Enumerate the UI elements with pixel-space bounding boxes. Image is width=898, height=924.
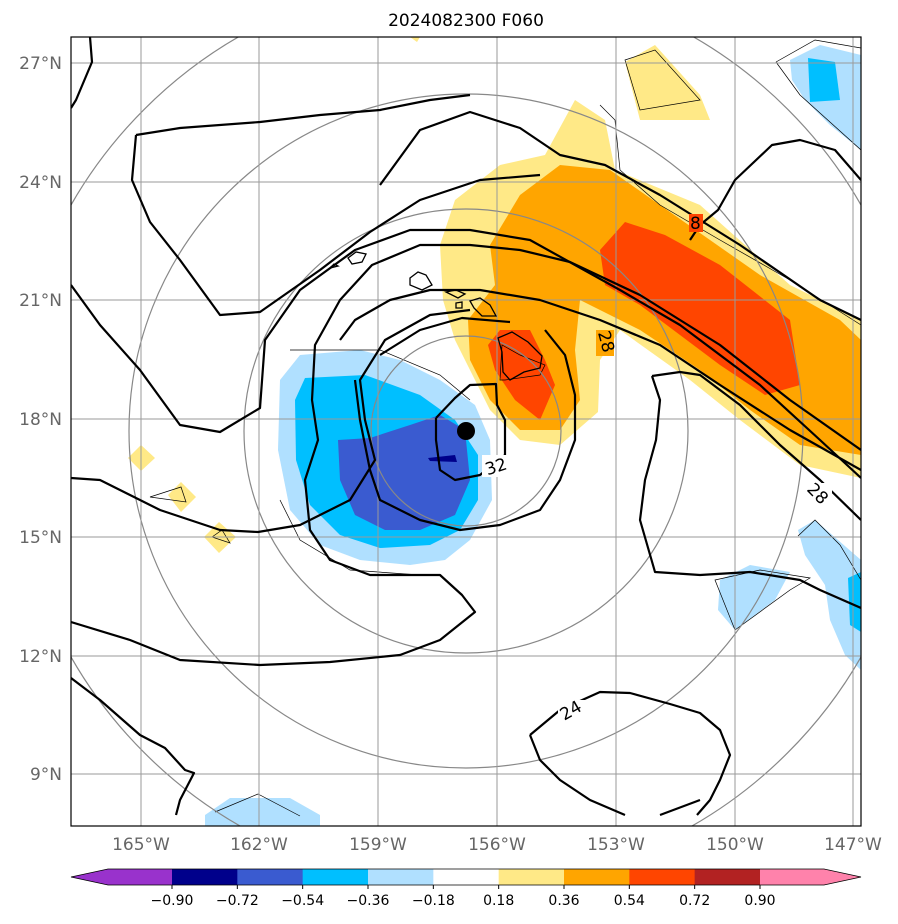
- lat-label-18n: 18°N: [19, 410, 62, 430]
- colorbar-tick-label: −0.90: [151, 893, 194, 909]
- colorbar-extend-low: [71, 869, 172, 885]
- colorbar-segment: [172, 869, 238, 885]
- lat-label-9n: 9°N: [30, 765, 62, 785]
- lat-label-12n: 12°N: [19, 647, 62, 667]
- island-coastlines: [327, 251, 543, 381]
- lon-label-150w: 150°W: [706, 835, 764, 855]
- colorbar-tick-label: 0.90: [744, 893, 775, 909]
- latitude-labels: 27°N 24°N 21°N 18°N 15°N 12°N 9°N: [19, 54, 62, 785]
- lon-label-165w: 165°W: [112, 835, 170, 855]
- colorbar-segment: [629, 869, 696, 885]
- map-frame: [70, 36, 862, 827]
- colorbar-tick-label: 0.54: [614, 893, 645, 909]
- colorbar-tick-label: 0.72: [679, 893, 710, 909]
- colorbar-segment: [433, 869, 500, 885]
- lat-label-27n: 27°N: [19, 54, 62, 74]
- lon-label-162w: 162°W: [230, 835, 288, 855]
- colorbar-tick-label: −0.54: [281, 893, 324, 909]
- figure-title: 2024082300 F060: [388, 11, 544, 31]
- lon-label-147w: 147°W: [824, 835, 882, 855]
- colorbar-segment: [302, 869, 369, 885]
- contour-label-8: 8: [690, 214, 701, 234]
- colorbar-tick-label: 0.36: [548, 893, 579, 909]
- colorbar-segment: [564, 869, 630, 885]
- lat-label-24n: 24°N: [19, 173, 62, 193]
- colorbar-segment: [368, 869, 434, 885]
- colorbar-tick-label: −0.72: [216, 893, 259, 909]
- storm-center-marker: [457, 422, 475, 440]
- lat-label-21n: 21°N: [19, 291, 62, 311]
- range-circles: [71, 37, 861, 826]
- colorbar: −0.90 −0.72 −0.54 −0.36 −0.18 0.18 0.36 0.54 0.7…: [70, 868, 862, 909]
- colorbar-segment: [237, 869, 304, 885]
- colorbar-tick-label: 0.18: [483, 893, 514, 909]
- height-contours: [71, 37, 861, 817]
- colorbar-tick-label: −0.18: [412, 893, 455, 909]
- lat-label-15n: 15°N: [19, 528, 62, 548]
- lon-label-156w: 156°W: [468, 835, 526, 855]
- colorbar-tick-label: −0.36: [347, 893, 390, 909]
- longitude-labels: 165°W 162°W 159°W 156°W 153°W 150°W 147°…: [112, 835, 882, 855]
- graticule: [71, 37, 861, 826]
- lon-label-159w: 159°W: [349, 835, 407, 855]
- colorbar-outline: [70, 868, 862, 886]
- lon-label-153w: 153°W: [587, 835, 645, 855]
- contour-labels: 32 28 28 24 8: [482, 214, 832, 725]
- colorbar-extend-high: [760, 869, 861, 885]
- map-area: 32 28 28 24 8: [71, 37, 861, 826]
- colorbar-segment: [498, 869, 565, 885]
- colorbar-segment: [694, 869, 761, 885]
